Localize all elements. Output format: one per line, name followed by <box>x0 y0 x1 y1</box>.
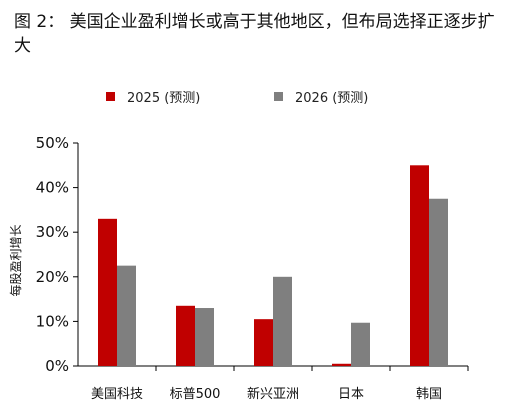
y-tick-label: 0% <box>45 357 69 375</box>
y-axis-title: 每股盈利增长 <box>8 224 23 296</box>
y-tick-label: 40% <box>36 179 69 197</box>
bar-2026 <box>117 265 136 366</box>
legend-label-2025: 2025 (预测) <box>127 90 201 106</box>
x-tick-label: 韩国 <box>416 387 442 402</box>
bar-2026 <box>273 276 292 366</box>
bar-2026 <box>351 322 370 366</box>
bar-2026 <box>195 308 214 366</box>
bar-2025 <box>410 165 429 366</box>
x-tick-label: 新兴亚洲 <box>247 386 299 402</box>
y-tick-label: 10% <box>36 312 69 330</box>
bar-2025 <box>176 305 195 366</box>
legend-swatch-2026 <box>274 91 283 101</box>
legend-swatch-2025 <box>106 91 115 101</box>
y-tick-label: 30% <box>36 223 69 241</box>
y-tick-label: 50% <box>36 134 69 152</box>
legend-item-2025: 2025 (预测) <box>106 86 200 106</box>
bar-2025 <box>254 319 273 366</box>
y-tick-label: 20% <box>36 268 69 286</box>
x-tick-label: 美国科技 <box>91 387 143 402</box>
bar-2025 <box>332 363 351 366</box>
x-tick-label: 标普500 <box>170 387 221 402</box>
x-tick-label: 日本 <box>338 387 364 402</box>
bar-2026 <box>429 198 448 366</box>
chart-title: 图 2： 美国企业盈利增长或高于其他地区，但布局选择正逐步扩大 <box>14 12 495 56</box>
legend-item-2026: 2026 (预测) <box>274 86 368 106</box>
bar-2025 <box>98 218 117 366</box>
legend: 2025 (预测) 2026 (预测) <box>0 86 512 106</box>
legend-label-2026: 2026 (预测) <box>295 90 369 106</box>
